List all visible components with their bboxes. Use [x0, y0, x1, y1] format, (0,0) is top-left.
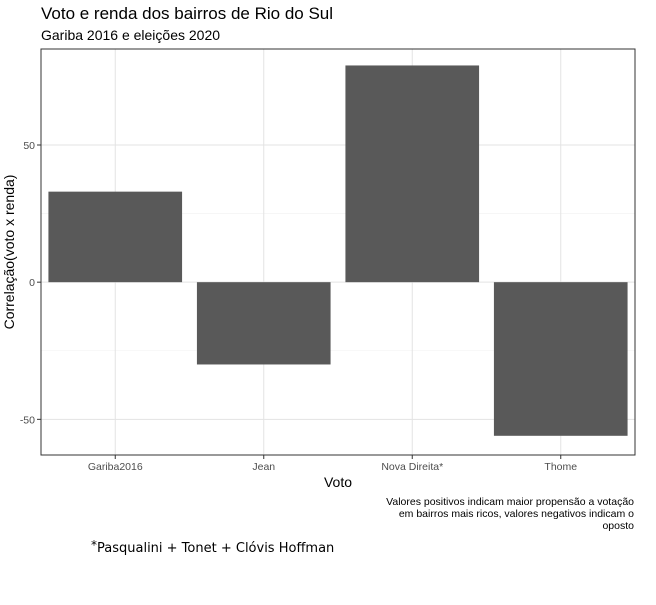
plot-panel-border: [40, 48, 636, 456]
chart-caption: Valores positivos indicam maior propensã…: [386, 496, 634, 532]
chart-title: Voto e renda dos bairros de Rio do Sul: [41, 4, 334, 23]
chart-subtitle: Gariba 2016 e eleições 2020: [41, 27, 221, 43]
y-tick-label: 50: [23, 140, 35, 152]
y-tick-label: 0: [29, 277, 35, 289]
y-axis-title: Correlação(voto x renda): [1, 175, 17, 330]
bar-nova-direita: [345, 65, 480, 283]
footnote: *Pasqualini + Tonet + Clóvis Hoffman: [91, 538, 334, 556]
bar-gariba2016: [48, 191, 183, 283]
x-tick-label: Gariba2016: [88, 461, 143, 473]
y-tick-label: -50: [20, 414, 35, 426]
bar-jean: [196, 282, 331, 365]
x-axis-title: Voto: [324, 474, 352, 490]
bar-thome: [493, 282, 628, 436]
footnote-text: Pasqualini + Tonet + Clóvis Hoffman: [97, 541, 335, 556]
x-tick-label: Jean: [252, 461, 275, 473]
x-tick-label: Thome: [544, 461, 577, 473]
x-tick-label: Nova Direita*: [381, 461, 443, 473]
footnote-star: *: [91, 538, 97, 552]
